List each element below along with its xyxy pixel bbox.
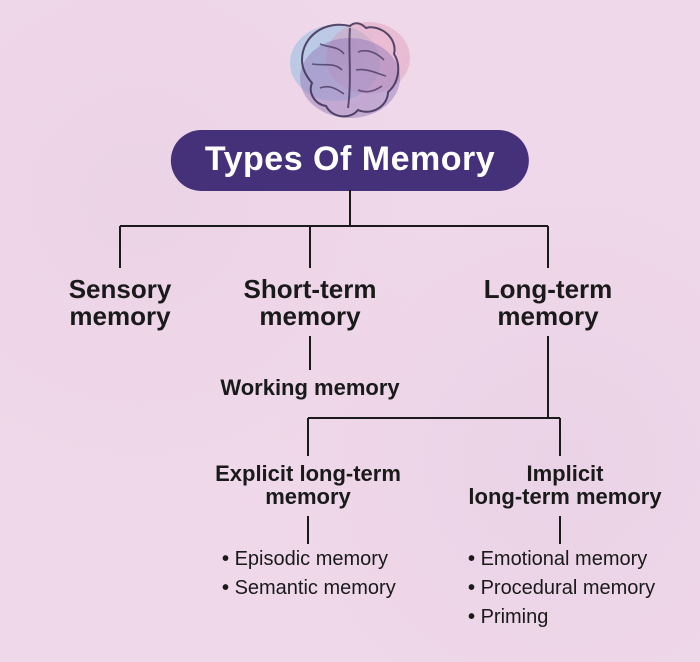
brain-illustration: [280, 8, 420, 128]
node-explicit-long-term: Explicit long-term memory: [208, 462, 408, 508]
explicit-bullets: Episodic memory Semantic memory: [222, 548, 396, 606]
node-label: Long-term: [484, 274, 613, 304]
node-working-memory: Working memory: [210, 376, 410, 399]
bullet-item: Priming: [468, 606, 655, 629]
node-implicit-long-term: Implicit long-term memory: [460, 462, 670, 508]
node-long-term-memory: Long-term memory: [468, 276, 628, 331]
node-label: Explicit long-term: [215, 461, 401, 486]
node-label: long-term memory: [468, 484, 661, 509]
node-label: Implicit: [526, 461, 603, 486]
node-label: memory: [497, 301, 598, 331]
node-label: memory: [69, 301, 170, 331]
bullet-item: Procedural memory: [468, 577, 655, 600]
title-pill: Types Of Memory: [171, 130, 529, 191]
node-label: memory: [265, 484, 351, 509]
node-label: Short-term: [244, 274, 377, 304]
title-text: Types Of Memory: [205, 140, 495, 178]
node-short-term-memory: Short-term memory: [230, 276, 390, 331]
bullet-item: Emotional memory: [468, 548, 655, 571]
node-label: memory: [259, 301, 360, 331]
bullet-item: Semantic memory: [222, 577, 396, 600]
node-label: Working memory: [220, 375, 399, 400]
implicit-bullets: Emotional memory Procedural memory Priming: [468, 548, 655, 635]
bullet-item: Episodic memory: [222, 548, 396, 571]
node-sensory-memory: Sensory memory: [50, 276, 190, 331]
node-label: Sensory: [69, 274, 172, 304]
